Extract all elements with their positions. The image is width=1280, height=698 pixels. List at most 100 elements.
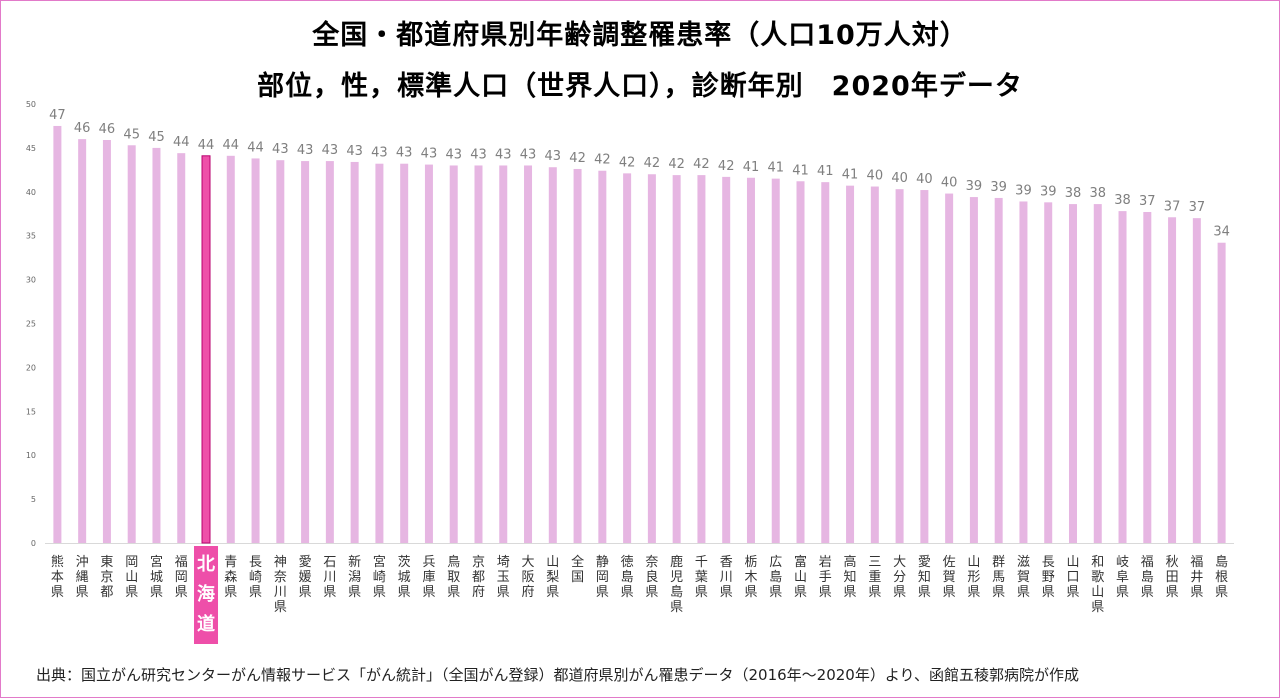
source-note: 出典：国立がん研究センターがん情報サービス「がん統計」（全国がん登録）都道府県別… [36, 666, 1079, 684]
bar-27 [697, 175, 706, 544]
data-label: 37 [1164, 199, 1181, 214]
bar-7 [201, 155, 211, 544]
bar-21 [548, 167, 557, 543]
category-label: 岡山県 [125, 555, 138, 600]
category-label: 石川県 [323, 555, 336, 600]
category-label: 茨城県 [398, 555, 411, 600]
data-label: 43 [272, 142, 289, 157]
category-label: 群馬県 [992, 555, 1005, 600]
bar-28 [722, 176, 731, 543]
bar-32 [821, 182, 830, 543]
data-label: 43 [371, 146, 388, 161]
data-label: 44 [173, 135, 190, 150]
bar-13 [350, 161, 359, 543]
data-label: 41 [792, 163, 809, 178]
y-tick-label: 15 [26, 407, 36, 416]
category-label: 福島県 [1141, 555, 1154, 600]
data-label: 46 [74, 121, 91, 136]
bar-41 [1044, 202, 1053, 543]
category-label: 山形県 [967, 555, 980, 600]
data-label: 34 [1213, 225, 1230, 240]
bar-3 [102, 139, 111, 544]
category-label: 島根県 [1215, 555, 1228, 600]
category-label: 京都府 [472, 555, 485, 600]
bar-34 [870, 186, 879, 544]
data-label: 41 [743, 160, 760, 175]
data-label: 47 [49, 108, 66, 123]
bar-22 [573, 168, 582, 544]
category-label: 広島県 [769, 555, 782, 600]
bar-5 [152, 147, 161, 543]
category-label: 東京都 [100, 554, 113, 600]
bar-38 [969, 197, 978, 543]
category-label: 佐賀県 [943, 555, 956, 600]
data-label: 44 [198, 138, 215, 153]
bar-47 [1192, 218, 1201, 543]
bar-10 [276, 160, 285, 543]
category-label: 宮城県 [150, 554, 163, 600]
data-label: 42 [619, 155, 636, 170]
y-tick-label: 35 [26, 232, 36, 241]
highlight-label-box [194, 546, 219, 644]
bar-12 [325, 161, 334, 543]
category-label: 大分県 [893, 555, 906, 600]
data-label: 40 [891, 171, 908, 186]
category-label: 宮崎県 [373, 554, 386, 600]
bar-30 [771, 178, 780, 543]
category-label: 愛媛県 [299, 555, 312, 600]
category-label: 福井県 [1190, 555, 1203, 600]
data-label: 43 [322, 143, 339, 158]
bar-26 [672, 175, 681, 544]
category-label: 青森県 [224, 555, 237, 600]
bar-40 [1019, 201, 1028, 543]
data-label: 41 [842, 168, 859, 183]
category-label: 山梨県 [546, 555, 559, 600]
bar-46 [1168, 217, 1177, 543]
data-label: 42 [668, 157, 685, 172]
category-label: 高知県 [844, 554, 857, 600]
bar-29 [746, 177, 755, 543]
data-label: 45 [123, 127, 140, 142]
bar-37 [945, 193, 954, 543]
bar-45 [1143, 211, 1152, 543]
bar-48 [1217, 242, 1226, 543]
bar-16 [424, 164, 433, 543]
bar-23 [598, 170, 607, 543]
bar-44 [1118, 211, 1127, 543]
bar-43 [1093, 204, 1102, 544]
bar-35 [895, 189, 904, 543]
category-label: 栃木県 [744, 555, 757, 600]
bar-6 [177, 153, 186, 543]
data-label: 43 [297, 143, 314, 158]
y-tick-label: 40 [26, 188, 36, 197]
chart-subtitle: 部位，性，標準人口（世界人口），診断年別 2020年データ [257, 71, 1023, 102]
bar-42 [1068, 204, 1077, 544]
y-tick-label: 30 [26, 276, 36, 285]
data-label: 44 [223, 138, 240, 153]
category-label: 北海道 [197, 554, 215, 635]
data-label: 43 [445, 147, 462, 162]
data-label: 39 [1040, 184, 1057, 199]
bar-2 [78, 139, 87, 543]
data-label: 40 [916, 172, 933, 187]
y-tick-label: 20 [26, 363, 36, 372]
chart-title: 全国・都道府県別年齢調整罹患率（人口10万人対） [312, 20, 968, 51]
bar-15 [400, 163, 409, 544]
data-label: 43 [421, 147, 438, 162]
category-label: 静岡県 [596, 555, 609, 600]
y-tick-label: 10 [26, 451, 36, 460]
category-label: 全国 [571, 554, 584, 585]
data-label: 43 [545, 149, 562, 164]
bar-14 [375, 163, 384, 544]
category-label: 山口県 [1066, 555, 1079, 600]
data-label: 46 [99, 122, 116, 137]
category-label: 千葉県 [695, 555, 708, 600]
bar-18 [474, 165, 483, 543]
bar-17 [449, 165, 458, 543]
data-label: 39 [966, 179, 983, 194]
bar-36 [920, 190, 929, 543]
bar-9 [251, 158, 260, 543]
data-label: 40 [867, 169, 884, 184]
category-label: 富山県 [794, 554, 807, 600]
